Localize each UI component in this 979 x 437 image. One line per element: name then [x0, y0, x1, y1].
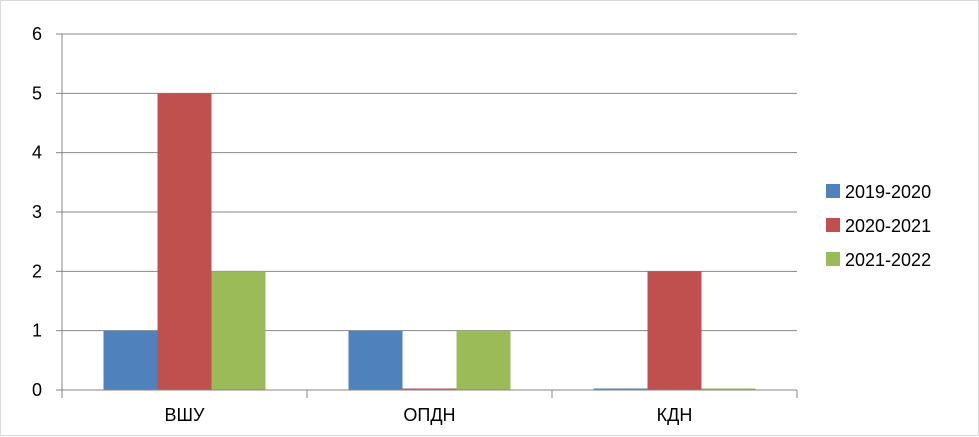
legend-swatch — [826, 252, 840, 266]
y-tick-label: 5 — [32, 83, 42, 103]
legend: 2019-2020 2020-2021 2021-2022 — [826, 182, 931, 270]
x-tick-label: ВШУ — [165, 405, 206, 425]
y-tick-label: 3 — [32, 202, 42, 222]
legend-swatch — [826, 184, 840, 198]
bar-2021-2022-КДН — [701, 388, 756, 390]
legend-label: 2021-2022 — [845, 250, 931, 270]
x-tick-label: КДН — [657, 405, 693, 425]
x-tick-label: ОПДН — [403, 405, 455, 425]
bar-2019-2020-КДН — [593, 388, 648, 390]
legend-label: 2019-2020 — [845, 182, 931, 202]
bar-2020-2021-ОПДН — [402, 388, 457, 390]
y-tick-label: 2 — [32, 261, 42, 281]
y-tick-label: 6 — [32, 24, 42, 44]
x-tick-labels: ВШУ ОПДН КДН — [165, 405, 693, 425]
bar-2021-2022-ВШУ — [211, 271, 266, 390]
legend-label: 2020-2021 — [845, 216, 931, 236]
y-tick-label: 0 — [32, 380, 42, 400]
legend-swatch — [826, 218, 840, 232]
bars — [103, 93, 756, 390]
bar-2019-2020-ОПДН — [348, 330, 403, 390]
y-tick-labels: 0 1 2 3 4 5 6 — [32, 24, 42, 400]
y-tick-label: 4 — [32, 143, 42, 163]
bar-2020-2021-ВШУ — [157, 93, 212, 390]
bar-2021-2022-ОПДН — [456, 330, 511, 390]
axes — [56, 33, 798, 398]
bar-2019-2020-ВШУ — [103, 330, 158, 390]
bar-2020-2021-КДН — [647, 271, 702, 390]
y-tick-label: 1 — [32, 321, 42, 341]
